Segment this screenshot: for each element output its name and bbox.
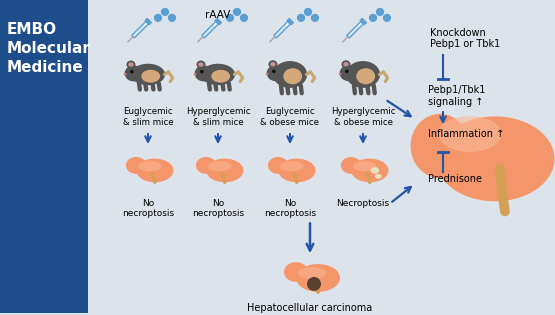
Ellipse shape (343, 62, 349, 66)
Circle shape (155, 14, 162, 21)
Circle shape (234, 9, 240, 15)
Ellipse shape (131, 64, 165, 85)
Ellipse shape (125, 65, 143, 81)
Ellipse shape (128, 62, 134, 67)
Ellipse shape (371, 167, 379, 174)
Ellipse shape (351, 159, 388, 182)
Text: Inflammation ↑: Inflammation ↑ (428, 129, 504, 139)
Circle shape (200, 70, 204, 73)
Text: rAAV: rAAV (205, 10, 231, 20)
Ellipse shape (283, 68, 302, 84)
Ellipse shape (284, 262, 308, 282)
Ellipse shape (198, 62, 204, 67)
Text: Necroptosis: Necroptosis (336, 198, 390, 208)
Ellipse shape (340, 65, 357, 81)
Circle shape (370, 14, 376, 21)
Circle shape (162, 9, 168, 15)
Text: Euglycemic
& obese mice: Euglycemic & obese mice (260, 107, 320, 127)
Ellipse shape (142, 70, 160, 83)
Polygon shape (132, 25, 145, 37)
Circle shape (339, 73, 341, 75)
Ellipse shape (196, 157, 216, 174)
Ellipse shape (127, 60, 135, 69)
Polygon shape (132, 21, 148, 38)
Polygon shape (347, 25, 360, 37)
Circle shape (345, 70, 349, 73)
Ellipse shape (353, 161, 377, 171)
Text: Euglycemic
& slim mice: Euglycemic & slim mice (123, 107, 173, 127)
Ellipse shape (278, 159, 315, 182)
Ellipse shape (266, 65, 285, 81)
Polygon shape (201, 21, 218, 38)
Text: No
necroptosis: No necroptosis (122, 198, 174, 218)
Ellipse shape (196, 60, 205, 69)
Text: Prednisone: Prednisone (428, 174, 482, 184)
Ellipse shape (273, 61, 307, 88)
Ellipse shape (269, 60, 278, 68)
Text: Molecular: Molecular (7, 41, 91, 56)
Ellipse shape (346, 61, 380, 88)
Text: Pebp1/Tbk1
signaling ↑: Pebp1/Tbk1 signaling ↑ (428, 85, 486, 107)
Ellipse shape (126, 157, 147, 174)
Text: Knockdown
Pebp1 or Tbk1: Knockdown Pebp1 or Tbk1 (430, 28, 500, 49)
Ellipse shape (436, 117, 554, 201)
Circle shape (305, 9, 311, 15)
Text: No
necroptosis: No necroptosis (192, 198, 244, 218)
Polygon shape (274, 21, 290, 38)
Ellipse shape (195, 65, 213, 81)
Circle shape (297, 14, 304, 21)
Text: Hepatocellular carcinoma: Hepatocellular carcinoma (248, 303, 372, 313)
Ellipse shape (341, 60, 350, 68)
Circle shape (226, 14, 234, 21)
Text: Medicine: Medicine (7, 60, 84, 75)
Polygon shape (274, 25, 287, 37)
Circle shape (384, 14, 390, 21)
Ellipse shape (201, 64, 235, 85)
Ellipse shape (296, 264, 340, 292)
Ellipse shape (138, 161, 162, 171)
Text: EMBO: EMBO (7, 22, 57, 37)
Circle shape (311, 14, 319, 21)
Circle shape (307, 277, 321, 291)
Ellipse shape (298, 267, 326, 279)
Ellipse shape (411, 114, 470, 178)
Ellipse shape (270, 62, 276, 66)
Ellipse shape (268, 157, 288, 174)
Text: Hyperglycemic
& slim mice: Hyperglycemic & slim mice (186, 107, 250, 127)
Circle shape (124, 73, 127, 76)
Circle shape (377, 9, 384, 15)
Circle shape (266, 73, 269, 75)
Circle shape (272, 70, 276, 73)
Polygon shape (287, 18, 294, 25)
Circle shape (169, 14, 175, 21)
Polygon shape (202, 25, 215, 37)
Ellipse shape (356, 68, 375, 84)
Polygon shape (145, 18, 152, 25)
Circle shape (130, 70, 134, 73)
Text: Hyperglycemic
& obese mice: Hyperglycemic & obese mice (331, 107, 395, 127)
Ellipse shape (341, 157, 361, 174)
Text: No
necroptosis: No necroptosis (264, 198, 316, 218)
Ellipse shape (206, 159, 244, 182)
Circle shape (241, 14, 248, 21)
Ellipse shape (211, 70, 230, 83)
Ellipse shape (136, 159, 174, 182)
Bar (0, 0, 88, 313)
Circle shape (194, 73, 196, 76)
Ellipse shape (280, 161, 304, 171)
Polygon shape (215, 18, 222, 25)
Polygon shape (347, 21, 364, 38)
Ellipse shape (438, 116, 502, 152)
Polygon shape (360, 18, 367, 25)
Ellipse shape (208, 161, 231, 171)
Ellipse shape (375, 174, 382, 179)
